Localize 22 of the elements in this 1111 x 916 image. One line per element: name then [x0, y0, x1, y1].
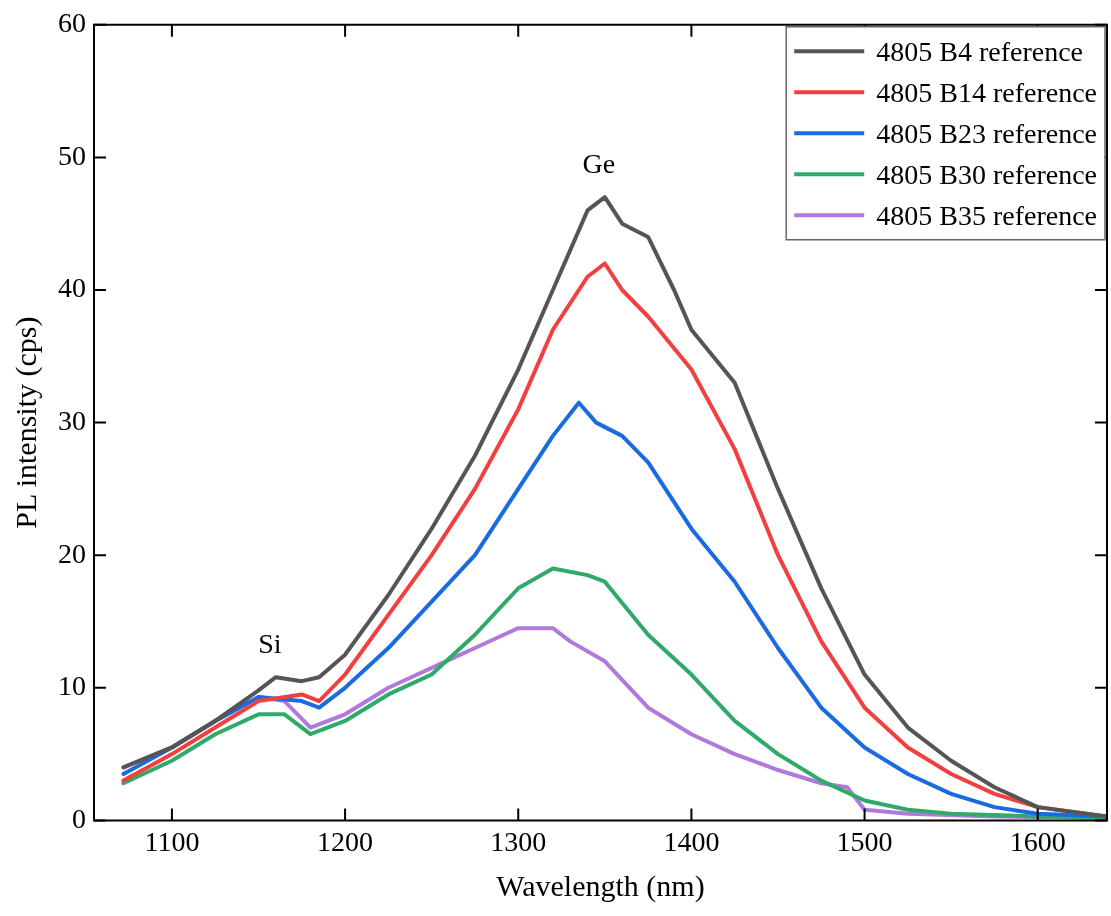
legend-label: 4805 B30 reference	[876, 158, 1098, 190]
y-tick-label: 20	[58, 537, 86, 569]
x-tick-label: 1100	[144, 825, 200, 857]
legend-label: 4805 B14 reference	[876, 76, 1098, 108]
y-tick-label: 10	[58, 670, 86, 702]
y-tick-label: 40	[58, 272, 86, 304]
annotation: Ge	[582, 147, 616, 179]
x-tick-label: 1400	[663, 825, 720, 857]
x-tick-label: 1200	[317, 825, 374, 857]
y-tick-label: 30	[58, 404, 86, 436]
y-tick-label: 50	[58, 139, 86, 171]
y-tick-label: 60	[58, 7, 86, 39]
annotation: Si	[258, 627, 282, 659]
x-tick-label: 1300	[490, 825, 547, 857]
y-tick-label: 0	[72, 802, 86, 834]
x-axis-title: Wavelength (nm)	[496, 868, 705, 903]
x-tick-label: 1600	[1009, 825, 1066, 857]
y-axis-title: PL intensity (cps)	[8, 316, 43, 529]
x-tick-label: 1500	[836, 825, 893, 857]
legend-label: 4805 B4 reference	[876, 35, 1084, 67]
legend-label: 4805 B23 reference	[876, 117, 1098, 149]
legend-label: 4805 B35 reference	[876, 199, 1098, 231]
